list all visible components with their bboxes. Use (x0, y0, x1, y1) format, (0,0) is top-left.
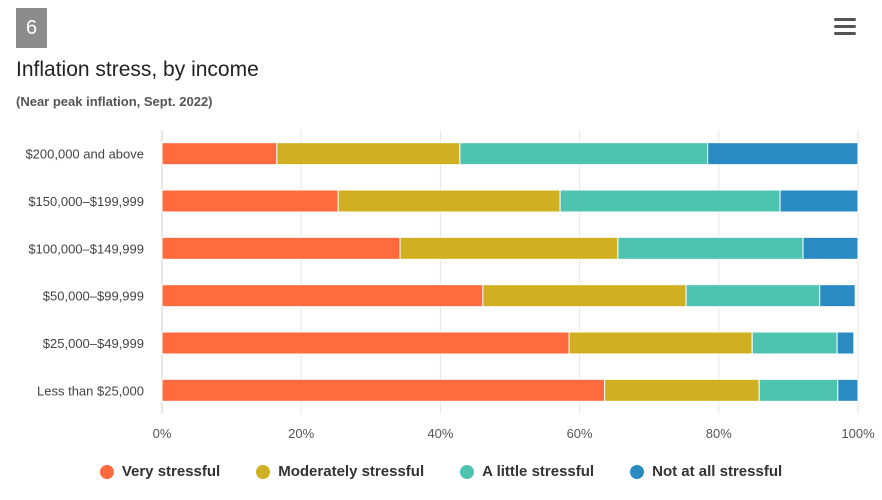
x-tick-label: 80% (706, 426, 732, 441)
legend-label: Not at all stressful (652, 463, 783, 480)
legend-item[interactable]: Moderately stressful (256, 463, 424, 480)
bar-segment[interactable] (707, 142, 859, 166)
y-category-label: Less than $25,000 (37, 383, 144, 398)
legend-item[interactable]: A little stressful (460, 463, 594, 480)
x-tick-label: 20% (288, 426, 314, 441)
bar-segment[interactable] (161, 331, 570, 355)
bar-segment[interactable] (685, 284, 821, 308)
chart-subtitle: (Near peak inflation, Sept. 2022) (16, 94, 213, 109)
legend-item[interactable]: Very stressful (99, 463, 221, 480)
bar-segment[interactable] (617, 236, 804, 260)
x-tick-label: 40% (427, 426, 453, 441)
legend-marker-icon (99, 464, 114, 479)
bar-segment[interactable] (836, 331, 855, 355)
legend-label: Moderately stressful (278, 463, 425, 480)
y-category-label: $25,000–$49,999 (43, 336, 144, 351)
bar-segment[interactable] (837, 378, 859, 402)
bar-segment[interactable] (161, 378, 606, 402)
bar-segment[interactable] (161, 236, 401, 260)
bar-segment[interactable] (604, 378, 760, 402)
plot-area: 0% 20% 40% 60% 80% 100% $200,000 and above $150… (25, 130, 875, 441)
bar-segment[interactable] (568, 331, 753, 355)
legend-marker-icon (630, 464, 645, 479)
legend-label: Very stressful (121, 463, 221, 480)
chart-number-badge: 6 (16, 8, 47, 48)
y-category-label: $150,000–$199,999 (28, 194, 144, 209)
bar-segment[interactable] (337, 189, 561, 213)
bar-segment[interactable] (161, 189, 339, 213)
y-category-label: $50,000–$99,999 (43, 289, 144, 304)
bar-segment[interactable] (819, 284, 856, 308)
legend-marker-icon (460, 464, 475, 479)
chart-title: Inflation stress, by income (16, 58, 259, 81)
y-category-label: $100,000–$149,999 (28, 241, 144, 256)
bar-segment[interactable] (482, 284, 687, 308)
bar-segment[interactable] (758, 378, 839, 402)
hamburger-menu-icon[interactable] (834, 18, 856, 36)
x-tick-label: 0% (153, 426, 172, 441)
bar-segment[interactable] (399, 236, 619, 260)
bar-segment[interactable] (276, 142, 461, 166)
legend: Very stressful Moderately stressful A litt… (0, 463, 882, 480)
legend-label: A little stressful (482, 463, 595, 480)
bar-segment[interactable] (459, 142, 709, 166)
bar-segment[interactable] (802, 236, 859, 260)
bar-segment[interactable] (161, 284, 484, 308)
bar-segment[interactable] (751, 331, 838, 355)
bar-segment[interactable] (559, 189, 781, 213)
y-category-label: $200,000 and above (25, 147, 144, 162)
bar-segment[interactable] (161, 142, 278, 166)
x-tick-label: 60% (567, 426, 593, 441)
legend-marker-icon (256, 464, 271, 479)
x-tick-label: 100% (841, 426, 875, 441)
bar-segment[interactable] (779, 189, 859, 213)
legend-item[interactable]: Not at all stressful (630, 463, 782, 480)
